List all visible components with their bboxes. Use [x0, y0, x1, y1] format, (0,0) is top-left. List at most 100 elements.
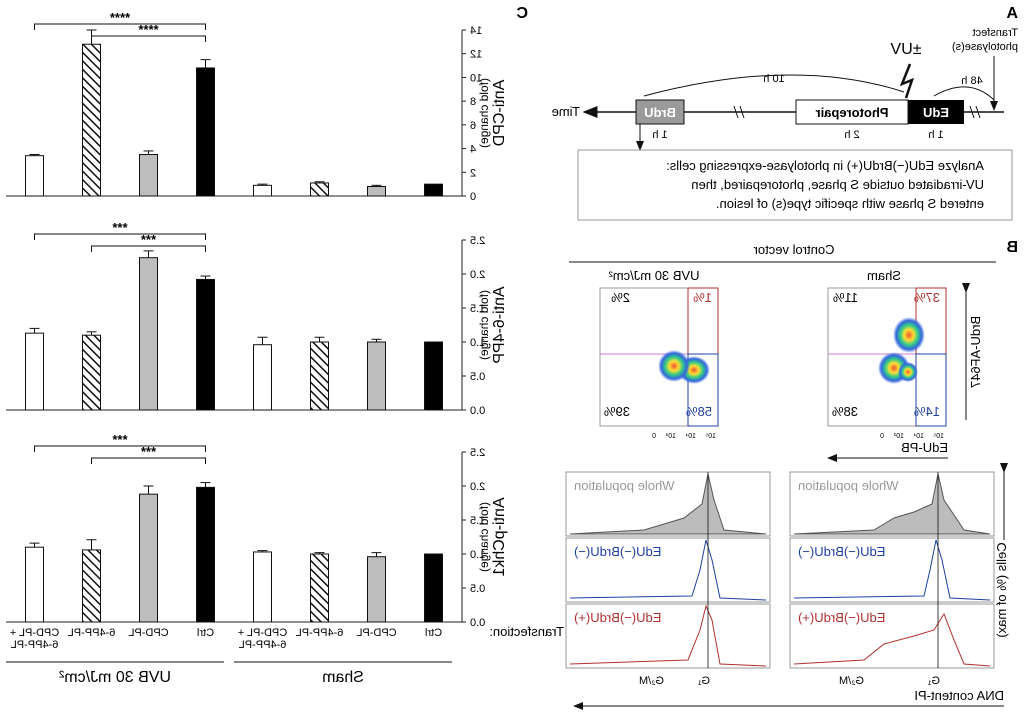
chart-2-bar-6: [82, 549, 101, 623]
break-mark-2: [969, 105, 975, 119]
uvb-hist-bplus: [569, 604, 767, 667]
interval-10h: 10 h: [763, 73, 784, 85]
x-label-6-0: 6-4PP-PL: [68, 627, 116, 639]
sham-cluster-1: [893, 317, 925, 353]
arc-48h: [933, 86, 995, 101]
group-sham-label: Sham: [322, 669, 364, 686]
chart-2-ylabel: Anti-pChk1: [491, 497, 508, 576]
brdu-axis-label: BrdU-AF647: [968, 316, 983, 388]
chart-0-ytick-label-2: 4: [470, 144, 476, 156]
x-label-4-0: Ctrl: [197, 627, 214, 639]
chart-1-ylabel: Anti-6-4PP: [491, 286, 508, 363]
chart-0-bar-3: [253, 184, 272, 197]
break-mark-3: [739, 105, 745, 119]
panel-label-a: A: [1006, 5, 1018, 22]
chart-0-bar-1: [367, 186, 386, 197]
chart-2-sig-0: [91, 457, 206, 464]
uvb-g1-label: G₁: [697, 675, 710, 687]
chart-2-ylabel-unit: (fold change): [477, 502, 491, 572]
chart-1-ytick-label-3: 1.5: [470, 303, 485, 315]
brdu-box: [635, 99, 685, 125]
sham-tick-4: 0: [880, 433, 884, 440]
brdu-box-label: BrdU: [644, 105, 676, 120]
chart-2-bar-0: [424, 553, 443, 623]
dur-photorepair: 2 h: [844, 129, 859, 141]
chart-1-sig-label-0: ***: [140, 232, 156, 247]
uvb-hist-bplus-frame: [565, 603, 771, 669]
sham-label: Sham: [867, 268, 901, 283]
chart-0-bar-7: [25, 155, 44, 197]
x-label-0-0: Ctrl: [425, 627, 442, 639]
panel-label-c: C: [516, 5, 528, 22]
chart-0-sig-label-1: ****: [109, 10, 130, 25]
analysis-line-3: entered S phase with specific type(s) of…: [716, 196, 984, 211]
chart-1-ytick-label-5: 2.5: [470, 235, 485, 247]
chart-0-ytick-label-5: 10: [470, 72, 482, 84]
uvb-hist-bplus-label: EdU(−)BrdU(+): [574, 610, 661, 625]
chart-1-bar-4: [196, 278, 215, 411]
uvb-tick-2: 10⁴: [685, 433, 696, 440]
chart-2-bar-2: [310, 553, 329, 623]
chart-1-bar-7: [25, 332, 44, 411]
dur-brdu: 1 h: [652, 129, 667, 141]
uvb-tick-4: 0: [652, 433, 656, 440]
control-vector-label: Control vector: [753, 242, 835, 257]
chart-0-ylabel: Anti-CPD: [491, 80, 508, 147]
x-label-3-0: CPD-PL +: [238, 627, 287, 639]
chart-0-bar-5: [139, 154, 158, 197]
chart-2-bar-1: [367, 556, 386, 623]
chart-1-bar-5: [139, 257, 158, 411]
chart-1-sig-0: [91, 245, 206, 252]
chart-2-ytick-label-0: 0.0: [470, 617, 485, 629]
sham-tick-1: 10⁵: [933, 433, 944, 440]
chart-2-sig-label-0: ***: [140, 444, 156, 459]
chart-1-ytick-label-2: 1.0: [470, 337, 485, 349]
x-label-1-0: CPD-PL: [356, 627, 396, 639]
group-uvb-label: UVB 30 mJ/cm²: [58, 669, 171, 686]
panel-a: A Transfect photolyase(s) Time EdU Photo…: [552, 5, 1018, 221]
x-label-7-0: CPD-PL +: [10, 627, 59, 639]
chart-2-ytick-label-5: 2.5: [470, 447, 485, 459]
sham-dotplot: 37% 11% 14% 38% 10⁵ 10⁴ 10³ 0: [827, 287, 947, 440]
uvb-tick-1: 10⁵: [705, 433, 716, 440]
sham-q-ll: 38%: [832, 404, 858, 419]
uvb-q-ul: 2%: [611, 290, 630, 305]
transfection-label: Transfection:: [489, 624, 564, 639]
chart-2-ytick-label-1: 0.5: [470, 583, 485, 595]
sham-hist-bb-frame: [789, 537, 995, 603]
sham-hist-bplus-frame: [789, 603, 995, 669]
sham-q-ur: 37%: [914, 290, 940, 305]
break-mark-4: [733, 105, 739, 119]
chart-1-bar-6: [82, 334, 101, 411]
uvb-hist-bb-label: EdU(−)BrdU(−): [574, 544, 661, 559]
x-label-5-0: CPD-PL: [128, 627, 168, 639]
chart-2-sig-1: [34, 445, 206, 452]
sham-cluster-3: [898, 362, 918, 382]
chart-1-ytick-label-4: 2.0: [470, 269, 485, 281]
uvb-q-lr: 58%: [686, 404, 712, 419]
sham-hist-bb: [793, 539, 991, 601]
photolyase-label: photolyase(s): [952, 41, 1018, 53]
uvb-q-ll: 39%: [604, 404, 630, 419]
chart-2-bar-3: [253, 551, 272, 623]
sham-hist-bplus: [793, 612, 991, 667]
chart-0-ytick-label-7: 14: [470, 25, 482, 37]
chart-0-bar-4: [196, 67, 215, 197]
break-mark-1: [975, 105, 981, 119]
analysis-line-2: UV-irradiated outside S phase, photorepa…: [691, 177, 984, 192]
uvb-q-ur: 1%: [693, 290, 712, 305]
chart-1-ytick-label-0: 0.0: [470, 405, 485, 417]
x-label-2-0: 6-4PP-PL: [296, 627, 344, 639]
chart-2-ytick-label-4: 2.0: [470, 481, 485, 493]
sham-g1-label: G₁: [927, 675, 940, 687]
cells-axis-label: Cells (% of max): [994, 542, 1009, 637]
x-label-7-1: 6-4PP-PL: [11, 639, 59, 651]
sham-tick-2: 10⁴: [913, 433, 924, 440]
chart-0-ytick-label-0: 0: [470, 191, 476, 203]
time-label: Time: [552, 104, 580, 119]
chart-1-bar-0: [424, 341, 443, 411]
x-label-3-1: 6-4PP-PL: [239, 639, 287, 651]
chart-1-sig-label-1: ***: [111, 220, 127, 235]
